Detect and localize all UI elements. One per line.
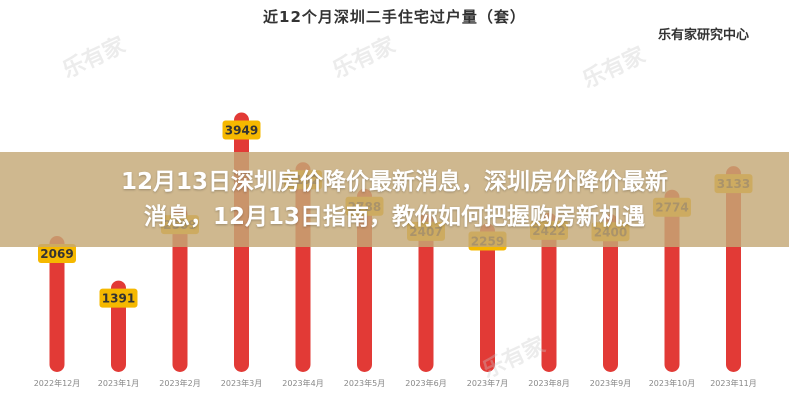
x-tick-label: 2023年7月 xyxy=(467,378,508,388)
data-label-box xyxy=(222,120,261,140)
bar xyxy=(49,236,65,372)
x-tick-label: 2023年10月 xyxy=(649,378,696,388)
x-tick-label: 2023年5月 xyxy=(344,378,385,388)
x-tick-label: 2023年3月 xyxy=(221,378,262,388)
title-banner: 12月13日深圳房价降价最新消息，深圳房价降价最新 消息，12月13日指南，教你… xyxy=(0,152,789,247)
data-label-box xyxy=(38,244,76,264)
x-tick-label: 2023年2月 xyxy=(159,378,200,388)
bar xyxy=(172,207,188,372)
x-tick-label: 2023年11月 xyxy=(710,378,757,388)
banner-line-1: 12月13日深圳房价降价最新消息，深圳房价降价最新 xyxy=(120,168,668,195)
bar xyxy=(480,223,495,372)
banner-line-2: 消息，12月13日指南，教你如何把握购房新机遇 xyxy=(143,203,645,230)
x-tick-label: 2022年12月 xyxy=(34,378,81,388)
x-tick-label: 2023年9月 xyxy=(590,378,631,388)
bar xyxy=(603,214,618,372)
data-label: 3949 xyxy=(225,123,258,137)
x-tick-label: 2023年6月 xyxy=(405,378,446,388)
bar xyxy=(541,212,557,372)
data-label-box xyxy=(99,288,138,308)
x-tick-label: 2023年1月 xyxy=(98,378,139,388)
data-label: 1391 xyxy=(102,292,135,306)
data-label: 2069 xyxy=(40,247,73,261)
x-tick-label: 2023年4月 xyxy=(282,378,323,388)
source-label: 乐有家研究中心 xyxy=(657,28,749,43)
x-tick-label: 2023年8月 xyxy=(528,378,569,388)
bar xyxy=(418,213,434,372)
chart-title: 近12个月深圳二手住宅过户量（套） xyxy=(263,8,526,26)
